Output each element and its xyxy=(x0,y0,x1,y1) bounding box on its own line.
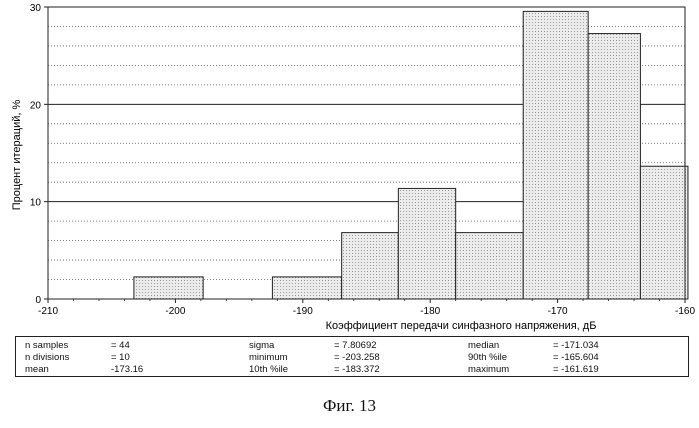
x-tick-label: -210 xyxy=(38,306,58,317)
histogram-bar xyxy=(272,277,341,299)
stat-value: = -171.034 xyxy=(553,340,599,351)
stat-label: 10th %ile xyxy=(249,364,288,375)
stat-value: = 7.80692 xyxy=(334,340,377,351)
stat-value: = -203.258 xyxy=(334,352,380,363)
stat-label: mean xyxy=(25,364,49,375)
stat-value: -173.16 xyxy=(111,364,143,375)
x-axis-label: Коэффициент передачи синфазного напряжен… xyxy=(326,320,597,332)
y-tick-label: 0 xyxy=(35,295,41,306)
figure-caption: Фиг. 13 xyxy=(0,396,699,416)
stat-value: = 10 xyxy=(111,352,130,363)
stat-value: = -161.619 xyxy=(553,364,599,375)
bars xyxy=(134,11,688,299)
histogram-bar xyxy=(588,34,640,299)
stat-value: = -165.604 xyxy=(553,352,599,363)
histogram-bar xyxy=(342,233,399,299)
x-tick-label: -180 xyxy=(420,306,440,317)
histogram-bar xyxy=(640,166,688,299)
stat-label: sigma xyxy=(249,340,274,351)
stat-label: 90th %ile xyxy=(468,352,507,363)
y-axis-label: Процент итераций, % xyxy=(11,100,23,211)
stat-label: median xyxy=(468,340,499,351)
y-tick-label: 20 xyxy=(30,100,42,111)
histogram-bar xyxy=(456,233,524,299)
stat-value: = -183.372 xyxy=(334,364,380,375)
x-tick-label: -190 xyxy=(293,306,313,317)
stat-label: minimum xyxy=(249,352,288,363)
histogram-bar xyxy=(398,188,455,299)
stat-label: n samples xyxy=(25,340,68,351)
histogram-chart: -210 -200 -190 -180 -170 -160 0 10 20 30 Коэффици… xyxy=(0,0,699,336)
stat-value: = 44 xyxy=(111,340,130,351)
y-tick-label: 30 xyxy=(30,3,42,14)
y-tick-label: 10 xyxy=(30,198,42,209)
x-tick-label: -160 xyxy=(675,306,695,317)
x-tick-label: -170 xyxy=(548,306,568,317)
histogram-bar xyxy=(134,277,203,299)
stat-label: maximum xyxy=(468,364,509,375)
stat-label: n divisions xyxy=(25,352,69,363)
histogram-bar xyxy=(523,11,588,299)
x-tick-label: -200 xyxy=(165,306,185,317)
statistics-panel: n samples = 44 n divisions = 10 mean -17… xyxy=(15,336,689,377)
